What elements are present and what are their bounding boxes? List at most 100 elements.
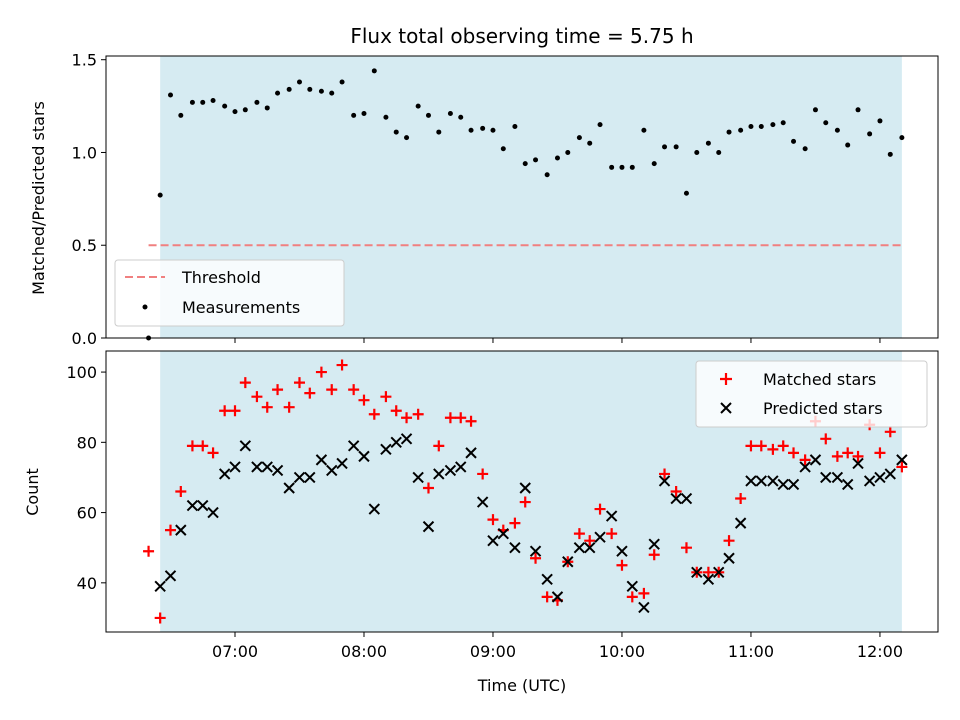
bottom-y-tick-label: 60	[77, 504, 97, 523]
predicted-star-point	[723, 552, 735, 564]
predicted-star-point	[251, 461, 263, 473]
predicted-star-point	[304, 471, 316, 484]
bottom-legend-box	[695, 360, 928, 428]
measurement-point	[264, 105, 270, 111]
predicted-star-point	[368, 503, 381, 515]
predicted-star-point	[562, 556, 574, 568]
matched-star-point	[852, 450, 864, 462]
measurement-point	[716, 149, 722, 155]
top-y-tick-label: 0.5	[72, 236, 97, 255]
bottom-x-ticks: 07:00 08:00 09:00 10:00 11:00 12:00	[212, 632, 903, 661]
top-x-ticks	[234, 338, 881, 343]
measurement-point	[296, 79, 302, 85]
bottom-panel: 40 60 80 100 07:00 08:00 09:00 10:00 11:00 12:00…	[23, 350, 939, 695]
bottom-y-tick-label: 40	[77, 574, 97, 593]
matched-star-point	[433, 440, 445, 452]
matched-star-point	[390, 405, 402, 417]
top-legend-box	[114, 259, 345, 327]
predicted-star-point	[380, 443, 392, 456]
matched-star-point	[219, 405, 231, 417]
measurement-point	[167, 92, 173, 98]
x-tick-label: 10:00	[599, 642, 645, 661]
top-y-tick-label: 1.0	[72, 143, 97, 162]
matched-star-point	[606, 528, 618, 540]
predicted-star-point	[541, 573, 553, 586]
predicted-star-point	[767, 475, 779, 487]
matched-star-point	[735, 493, 747, 505]
matched-star-point	[251, 391, 263, 403]
measurement-point	[307, 86, 313, 92]
matched-star-point	[509, 517, 521, 529]
predicted-star-point	[884, 468, 896, 480]
predicted-star-point	[820, 471, 832, 484]
bottom-y-tick-label: 80	[77, 433, 97, 452]
matched-star-point	[648, 549, 660, 561]
matched-star-point	[368, 408, 380, 420]
measurement-point	[791, 138, 797, 144]
measurement-point	[351, 112, 357, 118]
matched-star-point	[143, 545, 155, 557]
x-tick-label: 09:00	[470, 642, 516, 661]
matched-star-point	[154, 612, 166, 624]
measurement-point	[834, 127, 840, 133]
bottom-legend: Matched stars Predicted stars	[695, 360, 928, 428]
predicted-star-point	[175, 524, 187, 536]
top-y-axis-label: Matched/Predicted stars	[29, 101, 48, 295]
measurement-point	[436, 129, 442, 135]
predicted-star-point	[626, 580, 638, 593]
predicted-star-point	[229, 461, 241, 473]
matched-star-point	[670, 486, 682, 497]
measurement-point	[286, 86, 292, 92]
predicted-star-point	[336, 457, 348, 470]
measurement-point	[339, 79, 345, 85]
predicted-star-point	[347, 440, 360, 452]
measurement-point	[178, 112, 184, 118]
predicted-star-point	[734, 517, 747, 529]
measurement-point	[738, 127, 744, 133]
matched-star-point	[799, 454, 811, 466]
predicted-star-point	[444, 464, 457, 477]
measurement-point	[371, 68, 377, 74]
measurement-point	[222, 103, 228, 109]
predicted-star-point	[670, 492, 682, 505]
predicted-star-point	[787, 478, 800, 491]
measurement-point	[845, 142, 851, 148]
measurement-point	[468, 127, 474, 133]
matched-star-point	[315, 366, 327, 378]
predicted-star-point	[465, 447, 477, 459]
legend-matched-swatch	[720, 373, 732, 385]
measurement-point	[855, 107, 861, 113]
matched-star-point	[874, 447, 886, 459]
measurement-point	[565, 149, 571, 155]
matched-star-point	[272, 384, 284, 396]
measurement-point	[662, 144, 668, 150]
matched-star-point	[659, 468, 671, 480]
matched-star-point	[584, 535, 596, 547]
measurement-point	[758, 124, 764, 129]
measurement-point	[447, 111, 453, 117]
measurement-point	[641, 127, 647, 133]
measurement-point	[673, 144, 679, 150]
matched-star-point	[304, 387, 316, 399]
predicted-star-point	[551, 591, 564, 603]
predicted-star-point	[809, 454, 822, 466]
measurement-point	[683, 190, 689, 196]
matched-star-point	[186, 440, 198, 452]
matched-star-point	[175, 486, 187, 497]
predicted-star-point	[648, 538, 660, 550]
predicted-star-point	[433, 468, 445, 480]
measurement-point	[748, 124, 754, 129]
matched-star-point	[261, 401, 273, 413]
matched-star-point	[626, 591, 638, 603]
legend-measurements-label: Measurements	[182, 298, 300, 317]
top-y-tick-label: 0.0	[72, 329, 97, 348]
predicted-star-point	[755, 475, 767, 487]
matched-star-point	[164, 524, 176, 536]
predicted-star-point	[239, 440, 252, 452]
matched-star-point	[358, 394, 370, 406]
matched-star-point	[680, 542, 692, 554]
predicted-star-point	[638, 601, 650, 614]
matched-star-point	[197, 440, 209, 452]
measurement-point	[458, 114, 464, 120]
